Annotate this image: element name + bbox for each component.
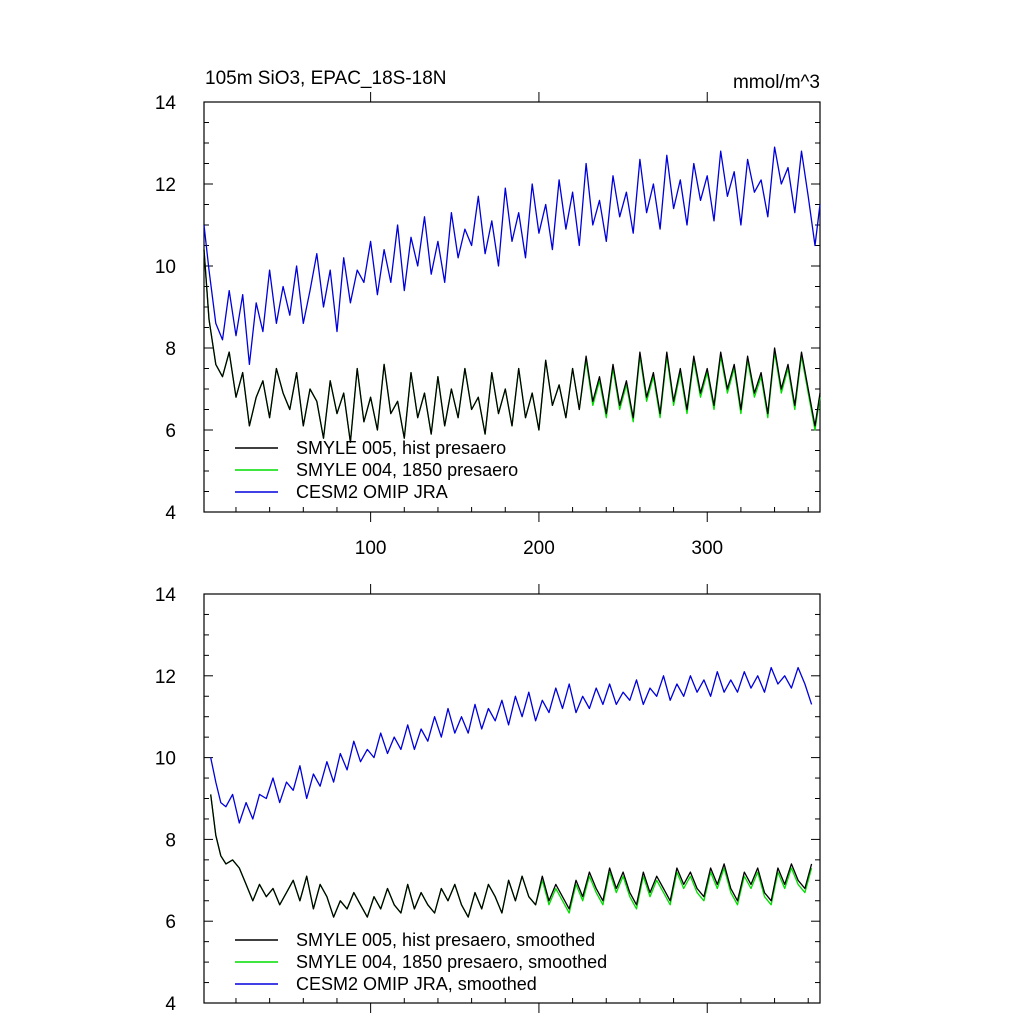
- y-tick-label: 8: [165, 339, 176, 360]
- series-line-2: [203, 249, 821, 443]
- y-tick-label: 10: [155, 749, 176, 770]
- legend-label: SMYLE 005, hist presaero, smoothed: [296, 930, 595, 950]
- series-line-1: [203, 249, 821, 443]
- y-tick-label: 10: [155, 257, 176, 278]
- x-tick-label: 300: [691, 538, 723, 559]
- y-tick-label: 4: [165, 503, 176, 524]
- y-tick-label: 12: [155, 175, 176, 196]
- bottom-panel: 4 6 8 10 12 14 SMYLE 005, hist presaero, smoot…: [155, 584, 821, 1015]
- legend-label: CESM2 OMIP JRA, smoothed: [296, 974, 537, 994]
- legend-label: SMYLE 005, hist presaero: [296, 438, 506, 458]
- x-tick-label: 200: [523, 538, 555, 559]
- units-label: mmol/m^3: [733, 72, 820, 93]
- series-line-3: [203, 146, 821, 366]
- y-tick-label: 14: [155, 93, 177, 114]
- legend-label: CESM2 OMIP JRA: [296, 482, 448, 502]
- y-tick-label: 14: [155, 585, 177, 606]
- top-plot-area: 4 6 8 10 12 14 100 200 300 SMYLE 005, hist presae…: [155, 92, 821, 559]
- series-line-1: [210, 794, 813, 918]
- y-tick-label: 12: [155, 667, 176, 688]
- legend-label: SMYLE 004, 1850 presaero, smoothed: [296, 952, 607, 972]
- y-tick-label: 8: [165, 830, 176, 851]
- y-tick-label: 4: [165, 994, 176, 1015]
- series-line-3: [210, 666, 813, 824]
- top-panel: 105m SiO3, EPAC_18S-18N mmol/m^3 4 6 8 10 12…: [155, 68, 821, 559]
- bottom-plot-area: 4 6 8 10 12 14 SMYLE 005, hist presaero, smoot…: [155, 584, 821, 1015]
- y-tick-label: 6: [165, 421, 176, 442]
- y-tick-label: 6: [165, 912, 176, 933]
- legend-label: SMYLE 004, 1850 presaero: [296, 460, 518, 480]
- chart-title: 105m SiO3, EPAC_18S-18N: [205, 68, 447, 89]
- x-tick-label: 100: [355, 538, 387, 559]
